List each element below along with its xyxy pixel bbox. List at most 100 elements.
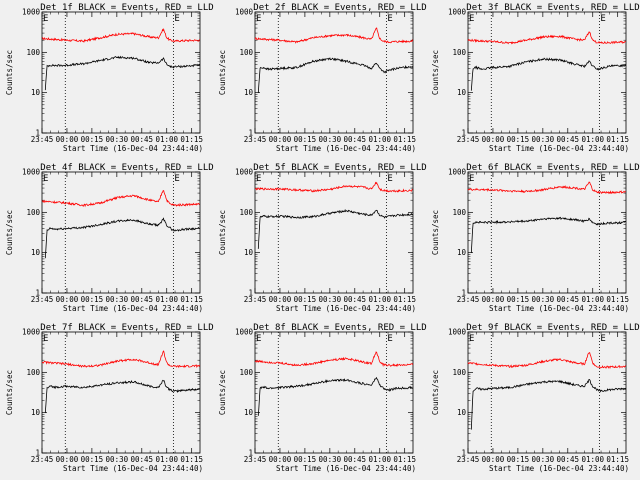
event-marker-label: E xyxy=(600,14,605,24)
series-line xyxy=(42,27,201,43)
y-tick-label: 10 xyxy=(244,408,254,417)
x-tick-label: 00:00 xyxy=(482,135,505,144)
x-tick-label: 01:00 xyxy=(368,135,391,144)
x-tick-label: 00:15 xyxy=(81,295,104,304)
event-marker-label: E xyxy=(174,334,179,344)
x-tick-label: 00:00 xyxy=(482,455,505,464)
x-axis-label: Start Time (16-Dec-04 23:44:40) xyxy=(276,144,416,153)
y-axis-label: Counts/sec xyxy=(431,210,440,255)
x-tick-label: 00:15 xyxy=(81,455,104,464)
axis-frame xyxy=(41,331,201,454)
series-line xyxy=(257,57,413,93)
y-tick-label: 1 xyxy=(35,289,40,298)
y-tick-label: 100 xyxy=(239,208,253,217)
chart-panel: Det 4f BLACK = Events, RED = LLD 1 10 100 10… xyxy=(0,160,214,320)
y-tick-label: 100 xyxy=(239,48,253,57)
x-tick-label: 23:45 xyxy=(31,295,54,304)
x-axis-label: Start Time (16-Dec-04 23:44:40) xyxy=(489,464,629,473)
x-tick-label: 00:00 xyxy=(56,455,79,464)
y-tick-label: 1000 xyxy=(235,328,254,337)
y-tick-label: 10 xyxy=(244,248,254,257)
x-tick-label: 01:00 xyxy=(155,295,178,304)
series-line xyxy=(257,208,413,249)
chart-panel: Det 5f BLACK = Events, RED = LLD 1 10 100 10… xyxy=(213,160,427,320)
x-tick-label: 23:45 xyxy=(457,455,480,464)
y-tick-label: 100 xyxy=(26,368,40,377)
chart-svg: Det 5f BLACK = Events, RED = LLD 1 10 100 10… xyxy=(218,163,427,313)
x-tick-label: 01:00 xyxy=(581,135,604,144)
x-tick-label: 00:30 xyxy=(532,295,555,304)
y-tick-label: 10 xyxy=(31,88,41,97)
y-axis-label: Counts/sec xyxy=(5,210,14,255)
chart-svg: Det 2f BLACK = Events, RED = LLD 1 10 100 10… xyxy=(218,3,427,153)
x-tick-label: 01:15 xyxy=(393,295,416,304)
y-tick-label: 1000 xyxy=(235,168,254,177)
chart-panel: Det 7f BLACK = Events, RED = LLD 1 10 100 10… xyxy=(0,320,214,480)
x-tick-label: 00:15 xyxy=(294,295,317,304)
x-tick-label: 00:30 xyxy=(106,295,129,304)
x-tick-label: 00:00 xyxy=(269,135,292,144)
series-line xyxy=(470,216,626,254)
event-marker-label: E xyxy=(43,334,48,344)
x-tick-label: 00:30 xyxy=(319,455,342,464)
x-tick-label: 01:15 xyxy=(180,455,203,464)
y-tick-label: 1 xyxy=(461,129,466,138)
y-tick-label: 10 xyxy=(31,408,41,417)
x-tick-label: 00:30 xyxy=(106,455,129,464)
chart-title: Det 1f BLACK = Events, RED = LLD xyxy=(40,3,213,13)
y-tick-label: 1 xyxy=(248,449,253,458)
series-line xyxy=(470,379,626,430)
chart-title: Det 9f BLACK = Events, RED = LLD xyxy=(466,323,639,333)
x-tick-label: 00:00 xyxy=(56,295,79,304)
chart-title: Det 8f BLACK = Events, RED = LLD xyxy=(253,323,426,333)
y-tick-label: 1000 xyxy=(235,8,254,17)
x-axis-label: Start Time (16-Dec-04 23:44:40) xyxy=(276,304,416,313)
chart-title: Det 2f BLACK = Events, RED = LLD xyxy=(253,3,426,13)
event-marker-label: E xyxy=(387,334,392,344)
y-axis-label: Counts/sec xyxy=(431,50,440,95)
x-tick-label: 00:15 xyxy=(294,455,317,464)
chart-svg: Det 3f BLACK = Events, RED = LLD 1 10 100 10… xyxy=(431,3,640,153)
x-tick-label: 00:15 xyxy=(507,455,530,464)
x-tick-label: 00:30 xyxy=(532,455,555,464)
y-tick-label: 1000 xyxy=(22,8,41,17)
series-line xyxy=(254,351,414,368)
y-tick-label: 100 xyxy=(452,208,466,217)
x-tick-label: 23:45 xyxy=(244,295,267,304)
chart-title: Det 6f BLACK = Events, RED = LLD xyxy=(466,163,639,173)
series-line xyxy=(257,376,413,416)
chart-panel: Det 1f BLACK = Events, RED = LLD 1 10 100 10… xyxy=(0,0,214,160)
chart-panel: Det 8f BLACK = Events, RED = LLD 1 10 100 10… xyxy=(213,320,427,480)
x-tick-label: 00:45 xyxy=(557,135,580,144)
x-tick-label: 01:15 xyxy=(393,135,416,144)
event-marker-label: E xyxy=(387,174,392,184)
x-tick-label: 00:45 xyxy=(131,295,154,304)
y-axis-label: Counts/sec xyxy=(218,210,227,255)
x-tick-label: 00:15 xyxy=(507,135,530,144)
x-tick-label: 00:45 xyxy=(557,455,580,464)
chart-svg: Det 9f BLACK = Events, RED = LLD 1 10 100 10… xyxy=(431,323,640,473)
x-tick-label: 00:30 xyxy=(319,135,342,144)
y-tick-label: 1 xyxy=(248,289,253,298)
x-tick-label: 00:45 xyxy=(344,455,367,464)
x-tick-label: 01:00 xyxy=(155,455,178,464)
series-line xyxy=(254,27,414,44)
y-tick-label: 10 xyxy=(457,248,467,257)
x-tick-label: 00:15 xyxy=(507,295,530,304)
y-tick-label: 100 xyxy=(26,48,40,57)
event-marker-label: E xyxy=(387,14,392,24)
event-marker-label: E xyxy=(256,174,261,184)
series-line xyxy=(41,190,200,208)
x-tick-label: 01:15 xyxy=(180,295,203,304)
chart-panel: Det 6f BLACK = Events, RED = LLD 1 10 100 10… xyxy=(426,160,640,320)
series-line xyxy=(44,55,200,91)
y-tick-label: 1 xyxy=(461,449,466,458)
event-marker-label: E xyxy=(600,174,605,184)
series-line xyxy=(467,181,627,195)
x-tick-label: 00:30 xyxy=(319,295,342,304)
event-marker-label: E xyxy=(174,14,179,24)
y-tick-label: 1000 xyxy=(448,168,467,177)
y-tick-label: 100 xyxy=(452,368,466,377)
axis-frame xyxy=(467,11,627,134)
x-tick-label: 01:00 xyxy=(581,295,604,304)
